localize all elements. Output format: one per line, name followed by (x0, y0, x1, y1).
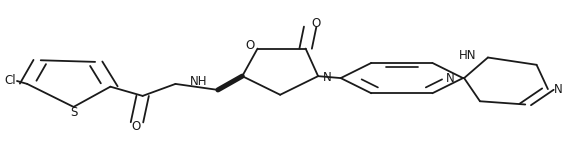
Text: O: O (246, 39, 255, 52)
Text: Cl: Cl (5, 75, 16, 87)
Text: N: N (446, 72, 455, 85)
Text: S: S (70, 106, 78, 119)
Text: NH: NH (190, 75, 207, 88)
Text: HN: HN (459, 49, 477, 62)
Text: O: O (131, 120, 140, 133)
Text: N: N (554, 83, 562, 96)
Text: N: N (323, 71, 332, 84)
Text: O: O (311, 17, 320, 30)
